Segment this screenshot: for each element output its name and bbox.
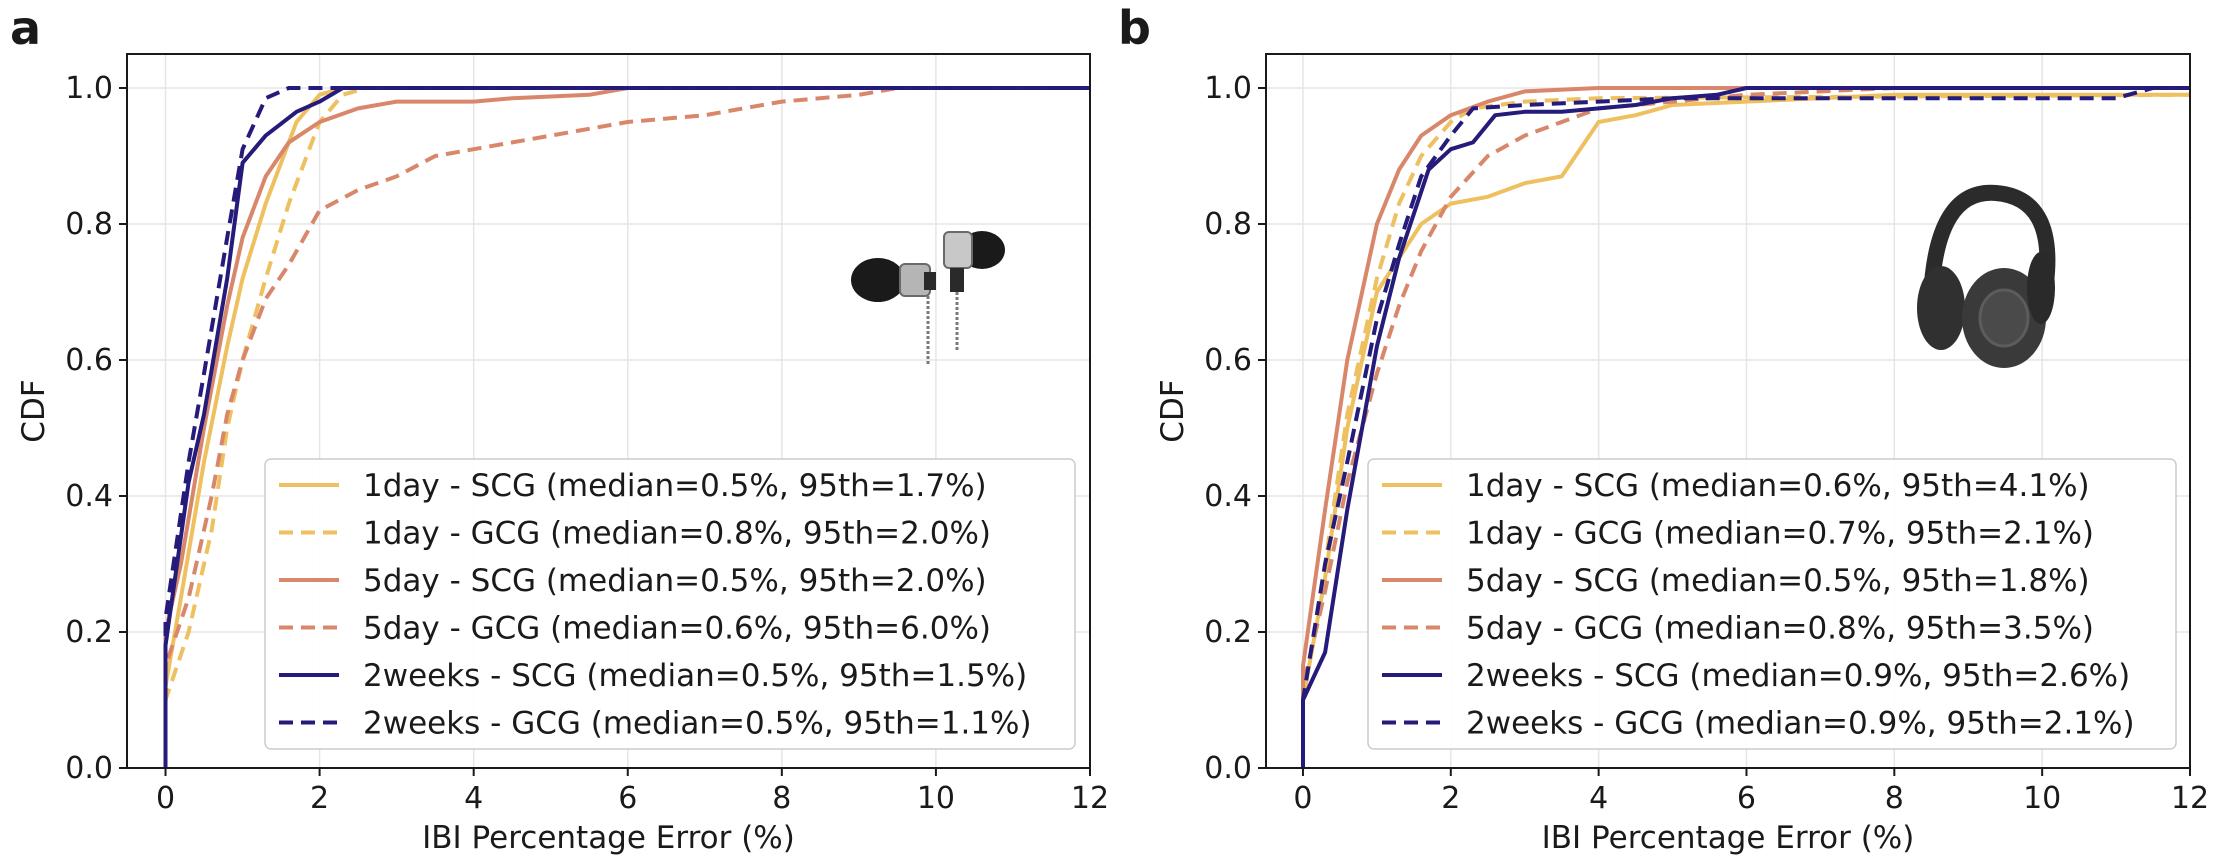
- legend: 1day - SCG (median=0.6%, 95th=4.1%) 1day …: [1367, 458, 2177, 750]
- y-tick-label: 0.2: [1204, 615, 1252, 650]
- legend-entry: 2weeks - GCG (median=0.5%, 95th=1.1%): [363, 706, 1032, 742]
- legend-entry: 1day - SCG (median=0.5%, 95th=1.7%): [363, 468, 987, 504]
- x-tick-label: 2: [1441, 781, 1460, 816]
- x-tick-label: 8: [1885, 781, 1904, 816]
- y-tick-label: 0.8: [65, 207, 113, 242]
- y-tick-label: 0.8: [1204, 207, 1252, 242]
- x-tick-label: 0: [1293, 781, 1312, 816]
- series-line-2weeks-solid: [163, 86, 1090, 768]
- x-axis-label: IBI Percentage Error (%): [422, 820, 795, 856]
- x-tick-label: 2: [310, 781, 329, 816]
- panel-letter-a: a: [10, 1, 41, 55]
- y-tick-label: 0.6: [65, 343, 113, 378]
- legend-box: [264, 458, 1076, 750]
- y-tick-label: 1.0: [65, 71, 113, 106]
- x-tick-label: 8: [772, 781, 791, 816]
- x-tick-label: 10: [917, 781, 955, 816]
- series-line-2weeks-dashed: [163, 86, 1090, 768]
- headphones-icon: [1917, 184, 2056, 368]
- y-tick-label: 1.0: [1204, 71, 1252, 106]
- legend-entry: 5day - SCG (median=0.5%, 95th=2.0%): [363, 563, 987, 599]
- series-line-5day-solid: [1301, 86, 2190, 768]
- legend-entry: 1day - GCG (median=0.7%, 95th=2.1%): [1466, 516, 2094, 552]
- legend-box: [1367, 458, 2177, 750]
- y-tick-label: 0.0: [1204, 751, 1252, 786]
- earbuds-icon: [851, 231, 1005, 364]
- panel-letter-b: b: [1118, 1, 1151, 55]
- legend-entry: 1day - GCG (median=0.8%, 95th=2.0%): [363, 516, 991, 552]
- x-tick-label: 4: [464, 781, 483, 816]
- x-tick-label: 4: [1589, 781, 1608, 816]
- x-tick-label: 12: [2171, 781, 2209, 816]
- series-line-1day-solid: [163, 86, 1090, 768]
- y-tick-label: 0.6: [1204, 343, 1252, 378]
- legend-entry: 1day - SCG (median=0.6%, 95th=4.1%): [1466, 468, 2090, 504]
- legend-entry: 5day - GCG (median=0.8%, 95th=3.5%): [1466, 611, 2094, 647]
- series-line-5day-solid: [163, 86, 1090, 768]
- axes-frame: [1265, 53, 2191, 769]
- x-tick-label: 12: [1071, 781, 1109, 816]
- legend-entry: 5day - GCG (median=0.6%, 95th=6.0%): [363, 611, 991, 647]
- series-line-2weeks-solid: [1301, 86, 2190, 768]
- series-line-2weeks-dashed: [1301, 86, 2190, 768]
- legend: 1day - SCG (median=0.5%, 95th=1.7%) 1day …: [264, 458, 1076, 750]
- panel-a: a 0 2 4 6 8 10 12 0.0 0.2 0.4 0.6 0.8 1.0 IBI Percen…: [10, 1, 1109, 856]
- legend-entry: 2weeks - SCG (median=0.5%, 95th=1.5%): [363, 658, 1027, 694]
- y-tick-label: 0.4: [65, 479, 113, 514]
- legend-entry: 5day - SCG (median=0.5%, 95th=1.8%): [1466, 563, 2090, 599]
- y-tick-label: 0.2: [65, 615, 113, 650]
- axes-frame: [126, 53, 1091, 769]
- y-axis-label: CDF: [16, 379, 52, 442]
- x-tick-label: 0: [156, 781, 175, 816]
- y-axis-label: CDF: [1155, 379, 1191, 442]
- x-tick-label: 6: [1737, 781, 1756, 816]
- legend-entry: 2weeks - SCG (median=0.9%, 95th=2.6%): [1466, 658, 2130, 694]
- y-tick-label: 0.0: [65, 751, 113, 786]
- legend-entry: 2weeks - GCG (median=0.9%, 95th=2.1%): [1466, 706, 2135, 742]
- x-axis-label: IBI Percentage Error (%): [1542, 820, 1915, 856]
- y-tick-label: 0.4: [1204, 479, 1252, 514]
- x-tick-label: 6: [618, 781, 637, 816]
- series-line-5day-dashed: [163, 86, 1090, 768]
- series-line-1day-dashed: [163, 86, 1090, 768]
- panel-b: b 0 2 4 6 8 10 12 0.0 0.2 0.4 0.6 0.8 1.0 IBI Percen…: [1118, 1, 2209, 856]
- x-tick-label: 10: [2023, 781, 2061, 816]
